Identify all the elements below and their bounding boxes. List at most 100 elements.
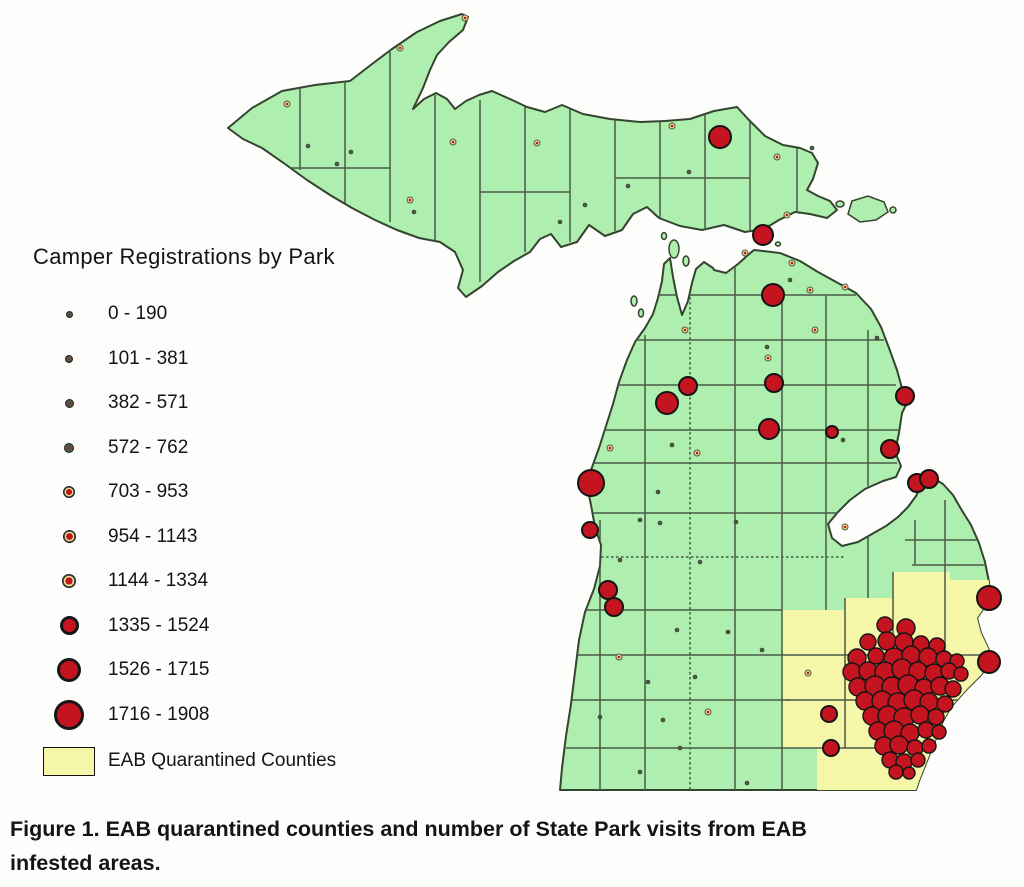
legend-dot-symbol (62, 530, 76, 544)
park-dot (921, 738, 937, 754)
park-dot (936, 695, 954, 713)
park-dot (617, 557, 623, 563)
legend-range-label: 1335 - 1524 (108, 614, 210, 636)
park-dot (876, 616, 894, 634)
park-dot (764, 373, 784, 393)
park-dot (535, 141, 539, 145)
park-dot (976, 585, 1002, 611)
park-dot (877, 631, 897, 651)
park-dot (708, 125, 732, 149)
up-county-lines (250, 52, 798, 282)
park-dot (617, 655, 621, 659)
park-dot (577, 469, 605, 497)
legend-range-label: 382 - 571 (108, 392, 189, 414)
park-dot (655, 391, 679, 415)
park-dot (919, 469, 939, 489)
park-dot (808, 288, 812, 292)
park-dot (670, 124, 674, 128)
park-dot (809, 145, 815, 151)
legend-range-label: 1144 - 1334 (108, 570, 209, 592)
park-dot (597, 714, 603, 720)
park-dot (582, 202, 588, 208)
legend-range-label: 954 - 1143 (108, 525, 198, 547)
park-dot (678, 376, 698, 396)
park-dot (790, 261, 794, 265)
park-dot (785, 213, 789, 217)
legend-row: 0 - 190 (30, 292, 460, 337)
legend-rows: 0 - 190 101 - 381 382 - 571 572 - 762 703 - … (30, 292, 460, 737)
legend-row: 1144 - 1334 (30, 559, 460, 604)
legend-row: 382 - 571 (30, 381, 460, 426)
park-dot (669, 442, 675, 448)
park-dot (706, 710, 710, 714)
park-dot (692, 674, 698, 680)
park-dot (825, 425, 839, 439)
quarantine-swatch (43, 746, 95, 776)
park-dot (660, 717, 666, 723)
legend-row: 1526 - 1715 (30, 648, 460, 693)
park-dot (725, 629, 731, 635)
park-dot (764, 344, 770, 350)
park-dot (695, 451, 699, 455)
park-dot (655, 489, 661, 495)
park-dot (334, 161, 340, 167)
park-dot (880, 439, 900, 459)
legend-range-label: 572 - 762 (108, 436, 189, 458)
park-dot (625, 183, 631, 189)
park-dot (953, 666, 969, 682)
legend-dot-symbol (63, 486, 75, 499)
park-dot (637, 769, 643, 775)
park-dot (752, 224, 774, 246)
caption-line2: infested areas. (10, 851, 161, 875)
park-dot (977, 650, 1001, 674)
legend-dot-symbol (64, 442, 74, 453)
legend-range-label: 101 - 381 (108, 347, 189, 369)
park-dot (411, 209, 417, 215)
legend-title: Camper Registrations by Park (33, 244, 335, 269)
legend-dot-symbol (65, 310, 73, 318)
figure-caption: Figure 1. EAB quarantined counties and n… (10, 812, 1018, 880)
park-dot (657, 520, 663, 526)
park-dot (806, 671, 810, 675)
legend-row: 1716 - 1908 (30, 693, 460, 738)
park-dot (761, 283, 785, 307)
park-dot (910, 705, 930, 725)
legend-dot-symbol (59, 616, 79, 636)
park-dot (557, 219, 563, 225)
legend-row: 572 - 762 (30, 426, 460, 471)
legend-dot-symbol (65, 354, 73, 363)
park-dot (813, 328, 817, 332)
park-dot (677, 745, 683, 751)
park-dot (733, 519, 739, 525)
legend-range-label: 1716 - 1908 (108, 703, 210, 725)
park-dot (822, 739, 840, 757)
park-dot (843, 525, 847, 529)
park-dot (697, 559, 703, 565)
legend-dot-symbol (54, 699, 84, 730)
legend-range-label: 1526 - 1715 (108, 659, 210, 681)
park-dot (408, 198, 412, 202)
park-dot (743, 251, 747, 255)
park-dot (867, 647, 885, 665)
legend-row: 1335 - 1524 (30, 604, 460, 649)
park-dot (348, 149, 354, 155)
park-dot (608, 446, 612, 450)
park-dot (931, 724, 947, 740)
park-dot (758, 418, 780, 440)
caption-line1: Figure 1. EAB quarantined counties and n… (10, 817, 807, 841)
park-dot (888, 764, 904, 780)
legend-range-label: 0 - 190 (108, 303, 168, 325)
upper-peninsula-shape (227, 13, 838, 298)
legend-dot-symbol (62, 574, 76, 589)
park-dot (889, 735, 909, 755)
park-dot (843, 285, 847, 289)
park-dot (766, 356, 770, 360)
islands (630, 195, 897, 318)
park-dot (645, 679, 651, 685)
park-dot (859, 633, 877, 651)
park-dot (463, 16, 467, 20)
park-dot (895, 386, 915, 406)
park-dot (398, 46, 402, 50)
legend-dot-symbol (64, 398, 74, 408)
